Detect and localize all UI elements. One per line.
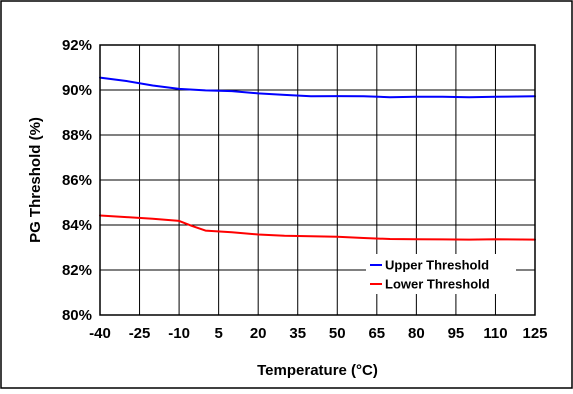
x-tick-label: 95 xyxy=(448,325,465,342)
y-tick-label: 86% xyxy=(62,172,92,189)
x-tick-label: -10 xyxy=(168,325,190,342)
x-tick-label: 50 xyxy=(329,325,346,342)
x-tick-labels: -40 -25 -10 5 20 35 50 65 80 95 110 125 xyxy=(89,325,547,342)
x-tick-label: 5 xyxy=(214,325,222,342)
legend-label: Upper Threshold xyxy=(385,258,489,273)
x-tick-label: 80 xyxy=(408,325,425,342)
y-tick-label: 90% xyxy=(62,82,92,99)
series-lines xyxy=(99,76,536,241)
legend-label: Lower Threshold xyxy=(385,277,490,292)
x-tick-label: 20 xyxy=(250,325,267,342)
legend: Upper Threshold Lower Threshold xyxy=(366,254,516,294)
series-line-lower-threshold xyxy=(99,214,536,241)
y-tick-label: 88% xyxy=(62,127,92,144)
y-tick-label: 82% xyxy=(62,262,92,279)
plot-area-frame xyxy=(99,44,536,316)
series-line-upper-threshold xyxy=(99,76,536,99)
x-axis-title: Temperature (°C) xyxy=(257,362,378,379)
y-tick-label: 84% xyxy=(62,217,92,234)
y-tick-label: 92% xyxy=(62,37,92,54)
legend-background xyxy=(366,254,516,294)
y-axis-title: PG Threshold (%) xyxy=(27,117,44,243)
y-tick-label: 80% xyxy=(62,307,92,324)
x-tick-label: -40 xyxy=(89,325,111,342)
x-tick-label: 65 xyxy=(368,325,385,342)
x-tick-label: -25 xyxy=(129,325,151,342)
x-tick-label: 125 xyxy=(522,325,547,342)
x-tick-label: 110 xyxy=(483,325,507,342)
x-tick-label: 35 xyxy=(289,325,306,342)
y-tick-labels: 80% 82% 84% 86% 88% 90% 92% xyxy=(62,37,92,324)
